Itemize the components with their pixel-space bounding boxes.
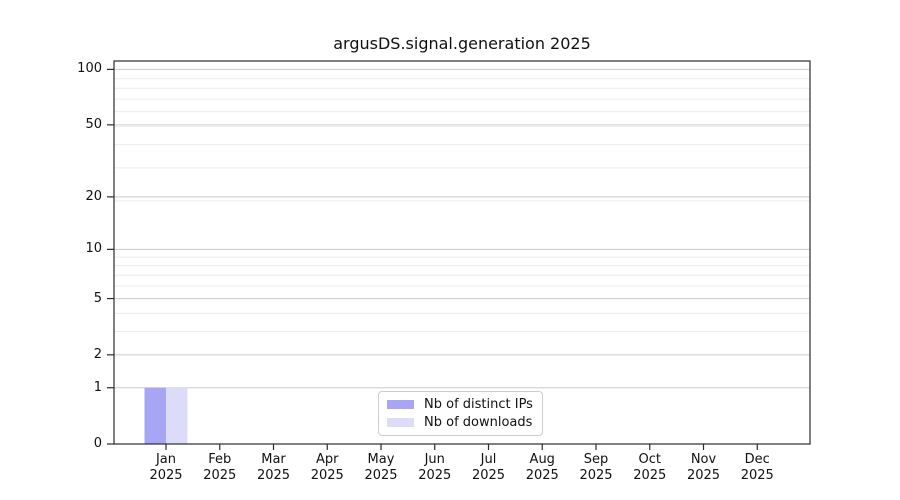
legend-swatch-distinct-ips bbox=[387, 400, 414, 409]
x-tick-year: 2025 bbox=[579, 468, 613, 483]
legend-swatch-downloads bbox=[387, 418, 414, 427]
y-tick-label-1: 1 bbox=[93, 379, 102, 395]
y-tick-label-2: 2 bbox=[93, 346, 102, 362]
x-tick-year: 2025 bbox=[525, 468, 559, 483]
legend-item-distinct-ips: Nb of distinct IPs bbox=[387, 397, 533, 412]
x-tick-year: 2025 bbox=[203, 468, 237, 483]
x-tick-label-may-2025: May 2025 bbox=[349, 452, 413, 484]
x-tick-label-apr-2025: Apr 2025 bbox=[295, 452, 359, 484]
x-tick-month: Dec bbox=[744, 452, 770, 467]
x-tick-year: 2025 bbox=[310, 468, 344, 483]
x-tick-label-mar-2025: Mar 2025 bbox=[242, 452, 306, 484]
x-tick-year: 2025 bbox=[686, 468, 721, 483]
x-tick-year: 2025 bbox=[740, 468, 774, 483]
x-tick-year: 2025 bbox=[256, 468, 291, 483]
x-tick-month: Sep bbox=[583, 452, 609, 467]
x-tick-month: Mar bbox=[261, 452, 286, 467]
plot-border bbox=[113, 60, 811, 445]
y-tick-label-0: 0 bbox=[93, 436, 102, 451]
bar-downloads-jan-2025 bbox=[166, 387, 188, 444]
legend-label-downloads: Nb of downloads bbox=[424, 415, 533, 430]
x-tick-label-aug-2025: Aug 2025 bbox=[510, 452, 574, 484]
y-tick-label-5: 5 bbox=[93, 290, 102, 306]
legend-label-distinct-ips: Nb of distinct IPs bbox=[424, 397, 533, 412]
x-tick-month: Aug bbox=[529, 452, 555, 467]
x-tick-month: Jan bbox=[155, 452, 177, 467]
x-tick-month: Oct bbox=[638, 452, 661, 467]
x-tick-month: Jul bbox=[480, 452, 497, 467]
chart-title: argusDS.signal.generation 2025 bbox=[333, 34, 591, 53]
x-tick-label-oct-2025: Oct 2025 bbox=[618, 452, 682, 484]
x-tick-label-jun-2025: Jun 2025 bbox=[403, 452, 467, 484]
x-tick-year: 2025 bbox=[364, 468, 398, 483]
x-tick-month: Feb bbox=[208, 452, 232, 467]
x-tick-year: 2025 bbox=[418, 468, 452, 483]
y-tick-label-10: 10 bbox=[85, 241, 102, 257]
x-tick-label-feb-2025: Feb 2025 bbox=[188, 452, 252, 484]
x-tick-month: May bbox=[367, 452, 395, 467]
y-tick-label-100: 100 bbox=[77, 61, 102, 77]
y-tick-label-50: 50 bbox=[85, 116, 102, 132]
x-tick-month: Jun bbox=[424, 452, 445, 467]
x-tick-label-dec-2025: Dec 2025 bbox=[725, 452, 789, 484]
legend-item-downloads: Nb of downloads bbox=[387, 415, 533, 430]
x-tick-label-jul-2025: Jul 2025 bbox=[457, 452, 521, 484]
bar-distinct-ips-jan-2025 bbox=[144, 387, 166, 444]
legend: Nb of distinct IPs Nb of downloads bbox=[378, 391, 543, 436]
x-tick-year: 2025 bbox=[149, 468, 183, 483]
y-tick-label-20: 20 bbox=[85, 188, 102, 204]
x-tick-label-jan-2025: Jan 2025 bbox=[134, 452, 198, 484]
x-tick-label-nov-2025: Nov 2025 bbox=[672, 452, 736, 484]
x-tick-year: 2025 bbox=[471, 468, 506, 483]
x-tick-label-sep-2025: Sep 2025 bbox=[564, 452, 628, 484]
x-tick-month: Nov bbox=[690, 452, 717, 467]
x-tick-year: 2025 bbox=[633, 468, 667, 483]
x-tick-month: Apr bbox=[316, 452, 339, 467]
